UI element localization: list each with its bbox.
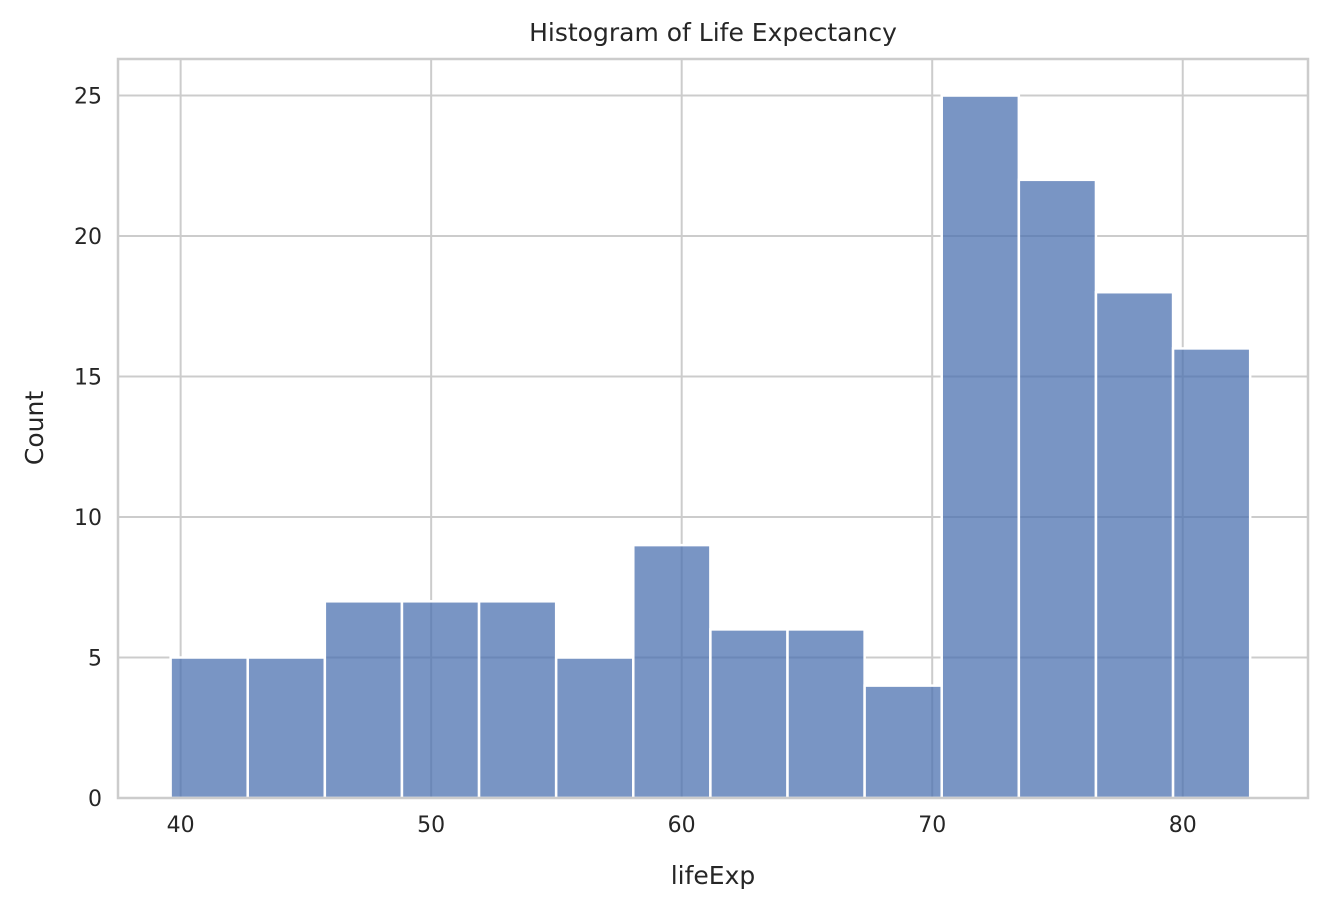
histogram-bar — [1094, 290, 1175, 800]
histogram-bar — [632, 543, 712, 800]
y-tick-label: 15 — [74, 366, 102, 391]
histogram-bar — [1017, 178, 1098, 800]
histogram-bar — [709, 628, 789, 800]
y-axis-ticks: 0 5 10 15 20 25 — [74, 85, 102, 812]
histogram-bar — [477, 600, 558, 800]
x-axis-ticks: 40 50 60 70 80 — [167, 813, 1197, 838]
histogram-bar — [400, 600, 481, 800]
y-tick-label: 10 — [74, 506, 102, 531]
histogram-bar — [323, 600, 404, 800]
y-axis-label: Count — [20, 391, 49, 465]
x-axis-label: lifeExp — [671, 861, 756, 890]
x-tick-label: 40 — [167, 813, 195, 838]
histogram-bar — [1171, 347, 1252, 800]
x-tick-label: 60 — [668, 813, 696, 838]
histogram-bar — [940, 94, 1021, 800]
x-tick-label: 50 — [417, 813, 445, 838]
histogram-bar — [246, 656, 327, 800]
y-tick-label: 20 — [74, 225, 102, 250]
y-tick-label: 0 — [88, 787, 102, 812]
chart-title: Histogram of Life Expectancy — [529, 18, 897, 47]
histogram-bar — [863, 684, 943, 800]
gridlines — [118, 59, 1308, 799]
plot-frame — [116, 57, 1310, 800]
histogram-bar — [786, 628, 866, 800]
y-tick-label: 25 — [74, 85, 102, 110]
histogram-bar — [554, 656, 635, 800]
x-tick-label: 70 — [918, 813, 946, 838]
histogram-bar — [169, 656, 249, 800]
y-tick-label: 5 — [88, 647, 102, 672]
x-tick-label: 80 — [1169, 813, 1197, 838]
